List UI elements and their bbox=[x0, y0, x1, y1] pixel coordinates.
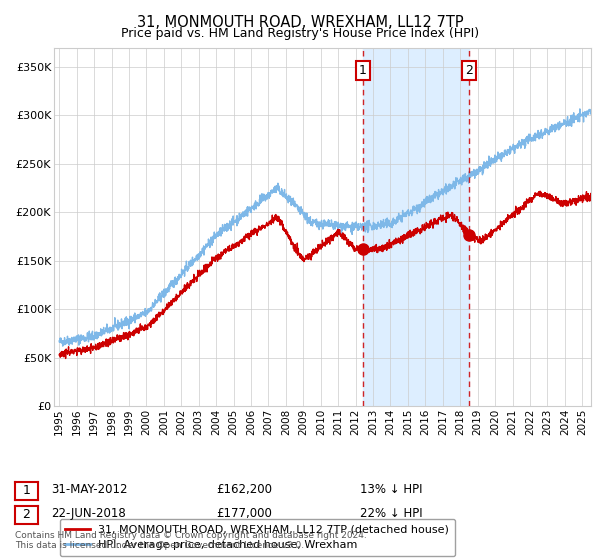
Text: Contains HM Land Registry data © Crown copyright and database right 2024.
This d: Contains HM Land Registry data © Crown c… bbox=[15, 530, 367, 550]
Text: £162,200: £162,200 bbox=[216, 483, 272, 496]
Text: Price paid vs. HM Land Registry's House Price Index (HPI): Price paid vs. HM Land Registry's House … bbox=[121, 27, 479, 40]
Text: £177,000: £177,000 bbox=[216, 507, 272, 520]
Text: 22-JUN-2018: 22-JUN-2018 bbox=[51, 507, 126, 520]
Text: 2: 2 bbox=[22, 508, 31, 521]
Text: 22% ↓ HPI: 22% ↓ HPI bbox=[360, 507, 422, 520]
Text: 13% ↓ HPI: 13% ↓ HPI bbox=[360, 483, 422, 496]
Text: 31-MAY-2012: 31-MAY-2012 bbox=[51, 483, 128, 496]
Text: 1: 1 bbox=[359, 64, 367, 77]
Text: 1: 1 bbox=[22, 484, 31, 497]
Legend: 31, MONMOUTH ROAD, WREXHAM, LL12 7TP (detached house), HPI: Average price, detac: 31, MONMOUTH ROAD, WREXHAM, LL12 7TP (de… bbox=[59, 519, 455, 556]
Text: 2: 2 bbox=[464, 64, 473, 77]
Text: 31, MONMOUTH ROAD, WREXHAM, LL12 7TP: 31, MONMOUTH ROAD, WREXHAM, LL12 7TP bbox=[137, 15, 463, 30]
Bar bbox=[363, 48, 469, 406]
